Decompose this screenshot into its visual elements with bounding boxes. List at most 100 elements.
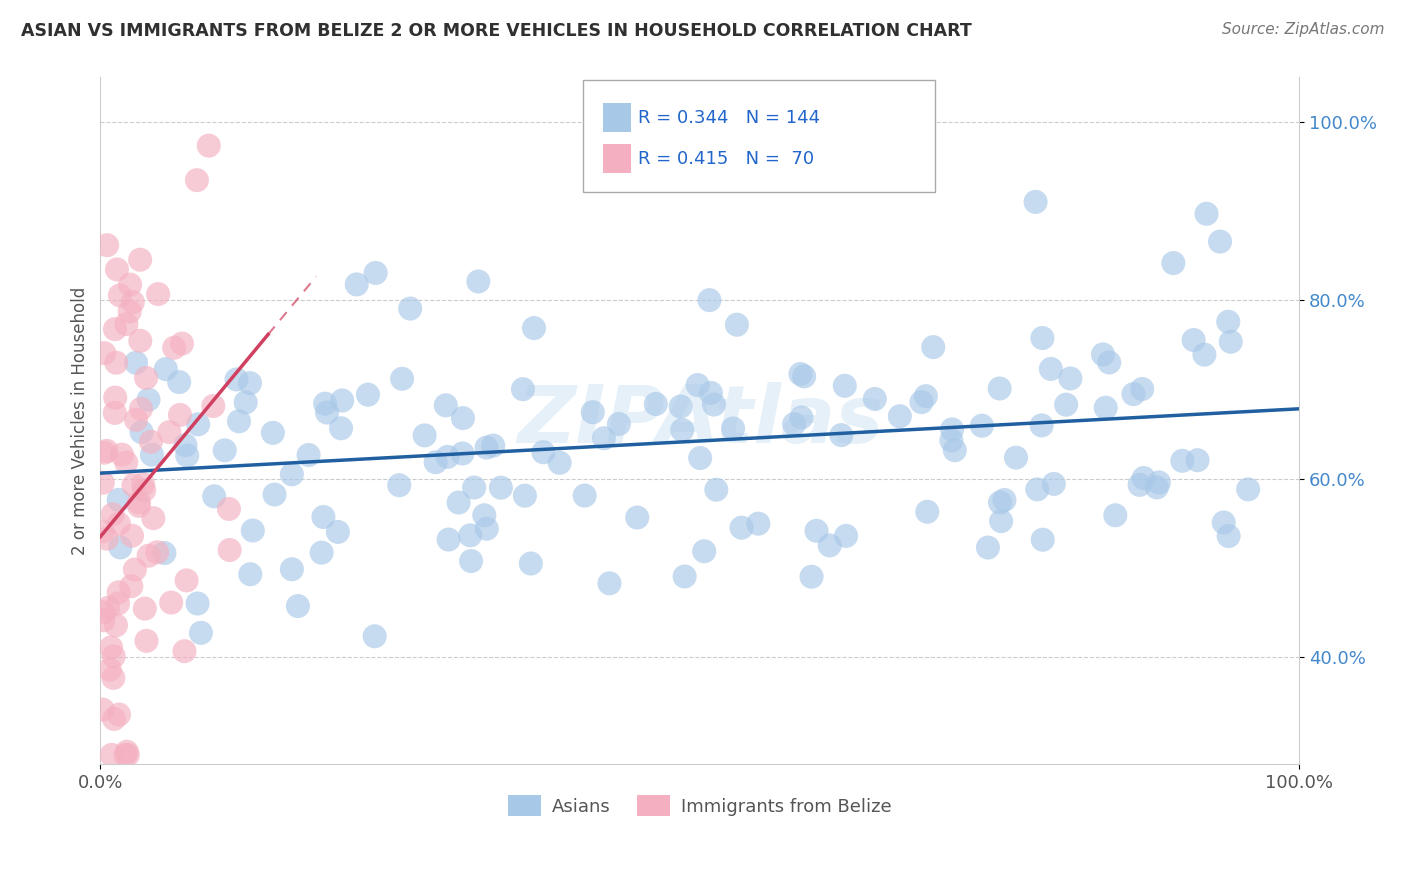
- Point: [1182, 333, 1205, 347]
- Point: [943, 443, 966, 458]
- Point: [1043, 477, 1066, 491]
- Point: [108, 516, 131, 531]
- Point: [725, 318, 748, 332]
- Point: [129, 334, 152, 348]
- Point: [990, 514, 1012, 528]
- Point: [202, 399, 225, 413]
- Point: [922, 340, 945, 354]
- Point: [437, 533, 460, 547]
- Point: [316, 405, 339, 419]
- Point: [512, 382, 534, 396]
- Point: [228, 414, 250, 428]
- Point: [700, 385, 723, 400]
- Point: [146, 545, 169, 559]
- Point: [721, 421, 744, 435]
- Point: [107, 585, 129, 599]
- Point: [173, 644, 195, 658]
- Point: [1146, 480, 1168, 494]
- Point: [834, 378, 856, 392]
- Point: [122, 478, 145, 492]
- Point: [124, 562, 146, 576]
- Point: [703, 398, 725, 412]
- Point: [100, 747, 122, 762]
- Point: [463, 481, 485, 495]
- Point: [783, 417, 806, 431]
- Text: ASIAN VS IMMIGRANTS FROM BELIZE 2 OR MORE VEHICLES IN HOUSEHOLD CORRELATION CHAR: ASIAN VS IMMIGRANTS FROM BELIZE 2 OR MOR…: [21, 22, 972, 40]
- Point: [100, 640, 122, 655]
- Point: [1059, 371, 1081, 385]
- Point: [91, 606, 114, 620]
- Point: [451, 411, 474, 425]
- Point: [598, 576, 620, 591]
- Point: [835, 529, 858, 543]
- Point: [115, 317, 138, 331]
- Point: [1237, 483, 1260, 497]
- Point: [806, 524, 828, 538]
- Point: [574, 489, 596, 503]
- Point: [103, 712, 125, 726]
- Point: [644, 397, 666, 411]
- Point: [93, 346, 115, 360]
- Point: [830, 428, 852, 442]
- Point: [98, 663, 121, 677]
- Point: [101, 508, 124, 522]
- Point: [818, 538, 841, 552]
- Point: [121, 295, 143, 310]
- Point: [131, 425, 153, 439]
- Point: [863, 392, 886, 406]
- Point: [1130, 382, 1153, 396]
- Point: [128, 495, 150, 509]
- Point: [489, 481, 512, 495]
- Point: [475, 522, 498, 536]
- Point: [330, 421, 353, 435]
- Point: [297, 448, 319, 462]
- Point: [458, 528, 481, 542]
- Point: [523, 321, 546, 335]
- Point: [460, 554, 482, 568]
- Point: [91, 524, 114, 539]
- Text: R = 0.344   N = 144: R = 0.344 N = 144: [638, 109, 821, 127]
- Point: [1094, 401, 1116, 415]
- Point: [125, 413, 148, 427]
- Point: [105, 356, 128, 370]
- Point: [174, 438, 197, 452]
- Point: [239, 567, 262, 582]
- Point: [988, 382, 1011, 396]
- Point: [730, 521, 752, 535]
- Point: [104, 618, 127, 632]
- Y-axis label: 2 or more Vehicles in Household: 2 or more Vehicles in Household: [72, 286, 89, 555]
- Point: [1147, 475, 1170, 490]
- Point: [263, 487, 285, 501]
- Point: [1218, 529, 1240, 543]
- Point: [120, 277, 142, 292]
- Point: [1129, 478, 1152, 492]
- Point: [1031, 331, 1053, 345]
- Point: [346, 277, 368, 292]
- Point: [434, 398, 457, 412]
- Point: [941, 434, 963, 448]
- Point: [104, 322, 127, 336]
- Point: [197, 138, 219, 153]
- Point: [262, 425, 284, 440]
- Point: [1026, 483, 1049, 497]
- Point: [941, 422, 963, 436]
- Point: [235, 395, 257, 409]
- Text: R = 0.415   N =  70: R = 0.415 N = 70: [638, 150, 814, 168]
- Point: [1218, 315, 1240, 329]
- Point: [190, 625, 212, 640]
- Point: [214, 443, 236, 458]
- Point: [93, 613, 115, 627]
- Point: [1091, 347, 1114, 361]
- Point: [135, 371, 157, 385]
- Point: [789, 367, 811, 381]
- Point: [129, 252, 152, 267]
- Point: [91, 475, 114, 490]
- Point: [1005, 450, 1028, 465]
- Point: [993, 493, 1015, 508]
- Point: [138, 549, 160, 563]
- Point: [593, 431, 616, 445]
- Point: [239, 376, 262, 391]
- Point: [1098, 355, 1121, 369]
- Point: [153, 546, 176, 560]
- Point: [110, 541, 132, 555]
